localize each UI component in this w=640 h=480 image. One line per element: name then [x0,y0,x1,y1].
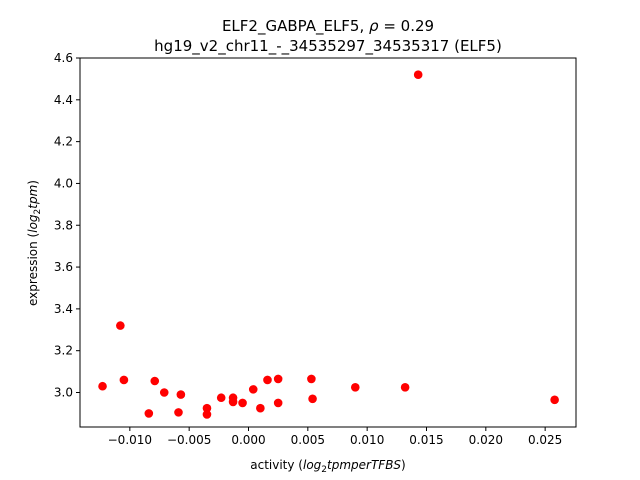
data-point [159,388,169,397]
data-point [400,382,410,392]
data-point [98,381,107,391]
chart-title-line-2: hg19_v2_chr11_-_34535297_34535317 (ELF5) [154,37,502,56]
x-tick-label: 0.015 [409,433,443,447]
data-point [350,382,360,392]
data-point [308,394,317,404]
y-tick-label: 4.4 [54,93,73,107]
y-tick-label: 4.0 [54,176,73,190]
axes-frame [79,57,577,428]
data-point [202,403,212,413]
data-point [550,395,559,405]
y-tick-label: 3.6 [54,260,73,274]
data-point [176,390,186,399]
data-point [202,410,212,419]
x-tick-label: 0.000 [231,433,265,447]
x-axis-label: activity (log2tpmperTFBS) [250,458,405,475]
data-point [307,374,316,384]
chart-title-line-1: ELF2_GABPA_ELF5, ρ = 0.29 [222,17,434,36]
data-point [228,397,238,407]
x-tick-label: 0.025 [528,433,562,447]
data-point [273,398,283,408]
data-point [273,374,283,384]
y-tick-label: 3.0 [54,386,73,400]
x-axis-ticks: −0.010 −0.005 0.000 0.005 0.010 0.015 0.020 0.0… [108,427,562,447]
y-tick-label: 4.6 [54,51,73,65]
x-tick-label: 0.010 [350,433,384,447]
y-axis-ticks: 3.0 3.2 3.4 3.6 3.8 4.0 4.2 4.4 4.6 [54,51,80,400]
data-point [263,375,272,385]
y-tick-label: 3.2 [54,344,73,358]
data-point [216,393,226,403]
data-point [116,321,125,330]
data-point [119,375,129,385]
data-point [144,409,154,418]
data-point [248,385,258,394]
x-tick-label: 0.005 [291,433,325,447]
data-point [150,376,160,386]
data-point [413,70,423,80]
x-tick-label: 0.020 [469,433,503,447]
x-tick-label: −0.010 [108,433,152,447]
y-tick-label: 3.4 [54,302,73,316]
data-points [98,70,559,419]
y-tick-label: 4.2 [54,135,73,149]
data-point [256,403,265,413]
y-tick-label: 3.8 [54,218,73,232]
y-axis-label: expression (log2tpm) [26,180,43,306]
data-point [174,408,183,417]
x-tick-label: −0.005 [167,433,211,447]
data-point [238,398,247,408]
